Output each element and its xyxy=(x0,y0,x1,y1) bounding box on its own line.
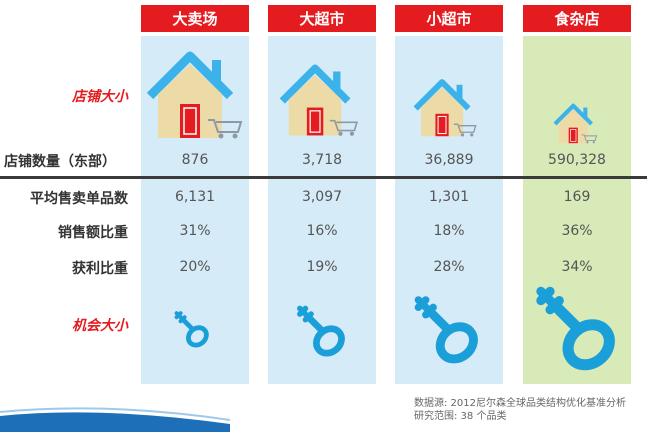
profit-share-grocery: 34% xyxy=(561,259,593,275)
sales-share-minimarket: 18% xyxy=(433,223,465,239)
store-count-grocery: 590,328 xyxy=(548,152,606,168)
house-with-cart-icon xyxy=(146,51,243,139)
avg-sku-minimarket: 1,301 xyxy=(428,189,470,205)
sales-share-grocery: 36% xyxy=(561,223,593,239)
section-divider xyxy=(0,176,647,179)
column-header-minimarket: 小超市 xyxy=(395,5,503,32)
row-label-store-size: 店铺大小 xyxy=(72,89,128,105)
sales-share-supermarket: 16% xyxy=(306,223,338,239)
store-count-hypermarket: 876 xyxy=(181,152,209,168)
row-label-store-count: 店铺数量（东部） xyxy=(4,154,116,170)
source-line-2: 研究范围: 38 个品类 xyxy=(414,411,507,422)
store-count-supermarket: 3,718 xyxy=(301,152,343,168)
key-icon xyxy=(174,311,209,348)
key-icon xyxy=(536,286,615,371)
row-label-opportunity: 机会大小 xyxy=(72,318,128,334)
avg-sku-hypermarket: 6,131 xyxy=(174,189,216,205)
source-note: 数据源: 2012尼尔森全球品类结构优化基准分析 研究范围: 38 个品类 xyxy=(414,397,626,423)
row-label-avg-sku: 平均售卖单品数 xyxy=(30,191,128,207)
key-icon xyxy=(297,305,345,357)
decorative-swoosh xyxy=(0,407,230,432)
key-icon xyxy=(414,296,478,364)
source-line-1: 数据源: 2012尼尔森全球品类结构优化基准分析 xyxy=(414,398,626,409)
profit-share-hypermarket: 20% xyxy=(179,259,211,275)
house-with-cart-icon xyxy=(413,79,477,137)
avg-sku-supermarket: 3,097 xyxy=(301,189,343,205)
row-label-profit-share: 获利比重 xyxy=(72,261,128,277)
profit-share-supermarket: 19% xyxy=(306,259,338,275)
house-with-cart-icon xyxy=(279,64,359,136)
sales-share-hypermarket: 31% xyxy=(179,223,211,239)
column-header-hypermarket: 大卖场 xyxy=(141,5,249,32)
column-header-supermarket: 大超市 xyxy=(268,5,376,32)
avg-sku-grocery: 169 xyxy=(563,189,591,205)
profit-share-minimarket: 28% xyxy=(433,259,465,275)
column-header-grocery: 食杂店 xyxy=(523,5,631,32)
row-label-sales-share: 销售额比重 xyxy=(58,225,128,241)
store-count-minimarket: 36,889 xyxy=(424,152,474,168)
house-with-cart-icon xyxy=(553,103,598,144)
